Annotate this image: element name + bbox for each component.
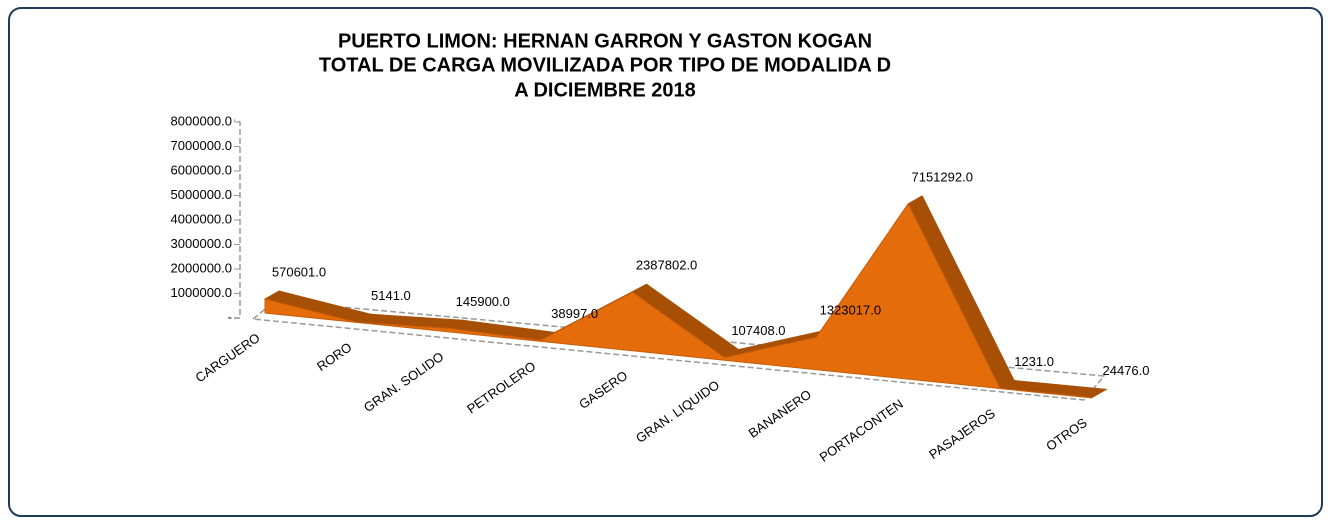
area-side: [1092, 389, 1106, 398]
y-tick-label: 7000000.0: [171, 138, 232, 153]
y-tick-label: 5000000.0: [171, 187, 232, 202]
data-label: 145900.0: [456, 294, 510, 309]
data-label: 2387802.0: [636, 258, 697, 273]
y-tick-label: 6000000.0: [171, 162, 232, 177]
y-tick-label: 3000000.0: [171, 236, 232, 251]
y-tick-label: 2000000.0: [171, 260, 232, 275]
data-label: 7151292.0: [911, 169, 972, 184]
data-label: 1231.0: [1014, 354, 1054, 369]
chart-frame: [8, 7, 1323, 517]
area: [264, 202, 1093, 399]
data-label: 1323017.0: [820, 303, 881, 318]
y-tick-label: 4000000.0: [171, 211, 232, 226]
data-label: 38997.0: [551, 306, 598, 321]
data-label: 570601.0: [272, 264, 326, 279]
data-label: 24476.0: [1103, 363, 1150, 378]
data-label: 107408.0: [731, 323, 785, 338]
chart-title: PUERTO LIMON: HERNAN GARRON Y GASTON KOG…: [338, 30, 872, 52]
y-tick-label: 8000000.0: [171, 113, 232, 128]
chart-title: TOTAL DE CARGA MOVILIZADA POR TIPO DE MO…: [319, 54, 891, 76]
data-label: 5141.0: [371, 288, 411, 303]
y-tick-label: -: [228, 309, 232, 324]
chart-title: A DICIEMBRE 2018: [514, 79, 696, 101]
y-tick-label: 1000000.0: [171, 285, 232, 300]
